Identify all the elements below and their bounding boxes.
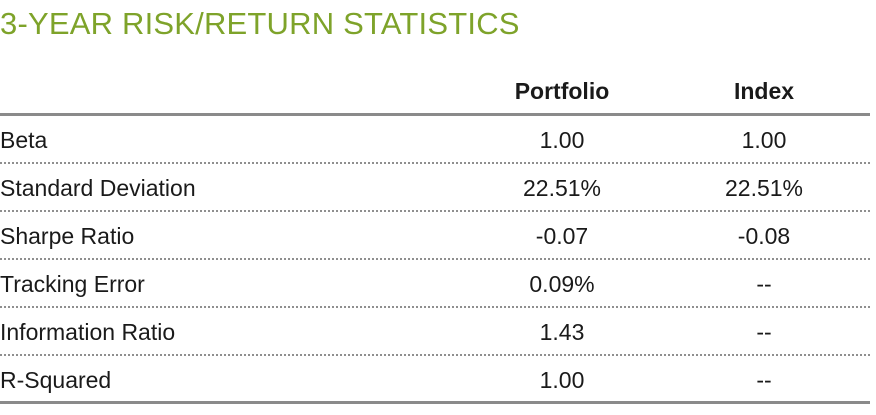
column-header-index: Index <box>733 78 795 104</box>
row-label: Sharpe Ratio <box>0 223 135 249</box>
risk-return-table: Portfolio Index Beta 1.00 1.00 Standard … <box>0 70 870 404</box>
table-row: Standard Deviation 22.51% 22.51% <box>0 164 870 212</box>
index-value: -- <box>756 319 772 345</box>
index-value: -0.08 <box>737 223 791 249</box>
row-label: Information Ratio <box>0 319 176 345</box>
table-row: Information Ratio 1.43 -- <box>0 308 870 356</box>
table-header: Portfolio Index <box>0 70 870 116</box>
portfolio-value: 1.00 <box>539 127 585 153</box>
index-value: 22.51% <box>724 175 803 201</box>
column-header-portfolio: Portfolio <box>514 78 610 104</box>
table-row: Sharpe Ratio -0.07 -0.08 <box>0 212 870 260</box>
row-label: Standard Deviation <box>0 175 196 201</box>
row-label: R-Squared <box>0 367 112 393</box>
table-row: R-Squared 1.00 -- <box>0 356 870 404</box>
page-title: 3-YEAR RISK/RETURN STATISTICS <box>0 6 520 41</box>
portfolio-value: 1.00 <box>539 367 585 393</box>
portfolio-value: 22.51% <box>522 175 601 201</box>
index-value: -- <box>756 271 772 297</box>
row-label: Beta <box>0 127 48 153</box>
portfolio-value: 1.43 <box>539 319 585 345</box>
portfolio-value: -0.07 <box>535 223 589 249</box>
index-value: -- <box>756 367 772 393</box>
table-row: Tracking Error 0.09% -- <box>0 260 870 308</box>
row-label: Tracking Error <box>0 271 145 297</box>
index-value: 1.00 <box>741 127 787 153</box>
portfolio-value: 0.09% <box>529 271 595 297</box>
table-row: Beta 1.00 1.00 <box>0 116 870 164</box>
